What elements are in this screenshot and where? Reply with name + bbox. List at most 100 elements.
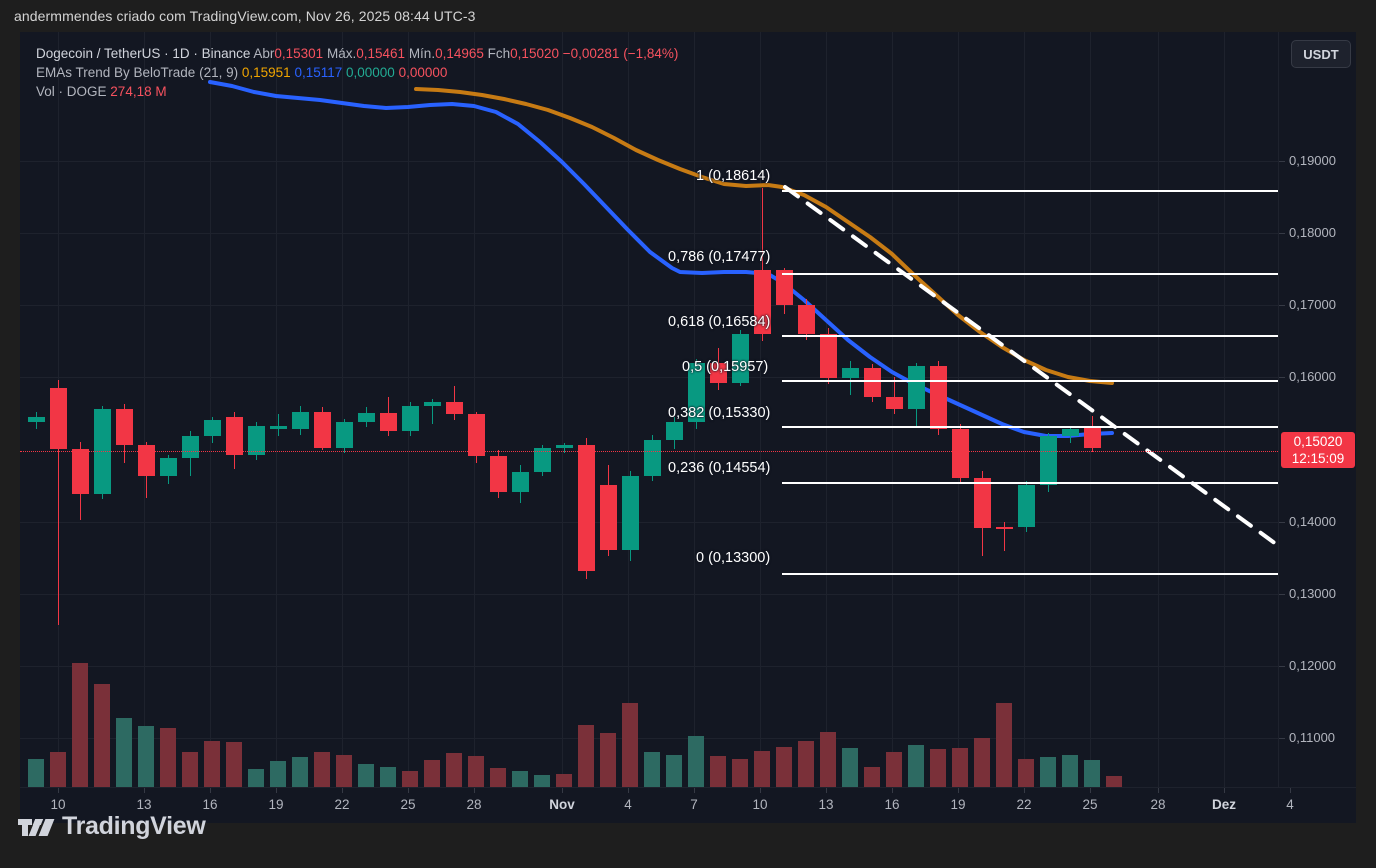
volume-bar <box>358 764 374 787</box>
price-tick-mark <box>1279 233 1285 234</box>
chart-pane[interactable]: 1 (0,18614) 0,786 (0,17477) 0,618 (0,16584… <box>20 32 1278 787</box>
attribution-bar: andermmendes criado com TradingView.com,… <box>0 0 1376 32</box>
trendline <box>783 185 1278 548</box>
ema-overlay <box>208 80 1114 438</box>
volume-bar <box>842 747 858 787</box>
fibonacci-level-line[interactable] <box>782 573 1278 575</box>
candle-body <box>1040 436 1057 485</box>
volume-bar <box>28 758 44 787</box>
time-tick-mark <box>408 788 409 793</box>
candle-body <box>776 270 793 305</box>
candle-body <box>248 425 265 455</box>
grid-line-horizontal <box>20 666 1278 667</box>
candle-body <box>556 445 573 448</box>
volume-bar <box>798 741 814 787</box>
volume-bar <box>820 731 836 787</box>
candle-wick <box>1004 522 1005 552</box>
candle-body <box>358 413 375 422</box>
time-tick-mark <box>1090 788 1091 793</box>
fibonacci-level-line[interactable] <box>782 380 1278 382</box>
volume-bar <box>1106 776 1122 787</box>
candle-body <box>380 413 397 431</box>
time-tick-label: 25 <box>1082 797 1098 812</box>
candle-body <box>270 425 287 429</box>
candle-body <box>446 402 463 415</box>
currency-unit-badge[interactable]: USDT <box>1291 40 1351 68</box>
volume-bar <box>50 751 66 787</box>
candle-body <box>1062 428 1079 437</box>
price-tick-label: 0,13000 <box>1289 586 1336 601</box>
candle-body <box>116 408 133 446</box>
time-tick-mark <box>144 788 145 793</box>
current-price-line <box>20 451 1278 452</box>
volume-bar <box>974 738 990 787</box>
candle-body <box>886 397 903 410</box>
volume-bar <box>534 774 550 787</box>
fibonacci-level-line[interactable] <box>782 426 1278 428</box>
time-tick-label: 19 <box>950 797 966 812</box>
time-tick-label: 16 <box>884 797 900 812</box>
volume-bar <box>710 755 726 787</box>
candle-body <box>952 428 969 478</box>
ema-line <box>208 80 1114 438</box>
candle-body <box>710 362 727 383</box>
fibonacci-level-label: 0 (0,13300) <box>696 550 771 566</box>
grid-line-vertical <box>276 32 277 787</box>
candle-body <box>534 447 551 473</box>
volume-bar <box>864 766 880 787</box>
grid-line-horizontal <box>20 233 1278 234</box>
time-tick-mark <box>474 788 475 793</box>
fibonacci-level-line[interactable] <box>782 335 1278 337</box>
fibonacci-level-label: 0,5 (0,15957) <box>682 359 769 375</box>
time-tick-mark <box>826 788 827 793</box>
time-tick-mark <box>760 788 761 793</box>
trendline-overlay <box>783 185 1278 548</box>
time-tick-label: 10 <box>752 797 768 812</box>
grid-line-vertical <box>562 32 563 787</box>
time-tick-mark <box>958 788 959 793</box>
price-tick-label: 0,11000 <box>1289 730 1336 745</box>
time-tick-label: 19 <box>268 797 284 812</box>
ema-line <box>414 87 1114 385</box>
volume-bar <box>72 662 88 787</box>
volume-bar <box>732 758 748 787</box>
time-axis[interactable]: 10 13 16 19 22 25 28 Nov 4 7 10 13 16 19 22 25 28 Dez 4 <box>20 787 1356 823</box>
fibonacci-level-label: 0,382 (0,15330) <box>668 405 771 421</box>
volume-bar <box>424 760 440 787</box>
volume-bar <box>292 757 308 787</box>
volume-bar <box>600 733 616 787</box>
tradingview-wordmark: TradingView <box>62 812 206 840</box>
price-axis[interactable]: USDT 0,19000 0,18000 0,17000 0,16000 0,14000… <box>1278 32 1356 800</box>
volume-bar <box>182 751 198 787</box>
current-price-value: 0,15020 <box>1293 434 1343 449</box>
fibonacci-level-line[interactable] <box>782 273 1278 275</box>
time-tick-label: 16 <box>202 797 218 812</box>
volume-bar <box>138 726 154 787</box>
candle-body <box>50 387 67 449</box>
price-tick-mark <box>1279 522 1285 523</box>
volume-bar <box>952 747 968 787</box>
volume-bar <box>204 741 220 787</box>
fibonacci-level-label: 0,618 (0,16584) <box>668 314 771 330</box>
volume-bar <box>314 751 330 787</box>
fibonacci-level-line[interactable] <box>782 482 1278 484</box>
time-tick-label: 7 <box>690 797 698 812</box>
fibonacci-level-line[interactable] <box>782 190 1278 192</box>
time-tick-mark <box>694 788 695 793</box>
volume-bar <box>754 750 770 787</box>
candle-body <box>798 305 815 334</box>
current-price-countdown: 12:15:09 <box>1291 451 1345 466</box>
candle-body <box>336 421 353 448</box>
volume-bar <box>688 735 704 787</box>
volume-bar <box>996 703 1012 787</box>
time-tick-label: 4 <box>624 797 632 812</box>
volume-bar <box>886 751 902 787</box>
volume-bar <box>622 703 638 787</box>
volume-bar <box>644 751 660 787</box>
volume-bar <box>1040 757 1056 787</box>
grid-line-vertical <box>826 32 827 787</box>
price-tick-mark <box>1279 161 1285 162</box>
volume-bar <box>490 768 506 787</box>
candle-body <box>820 333 837 379</box>
grid-line-horizontal <box>20 377 1278 378</box>
